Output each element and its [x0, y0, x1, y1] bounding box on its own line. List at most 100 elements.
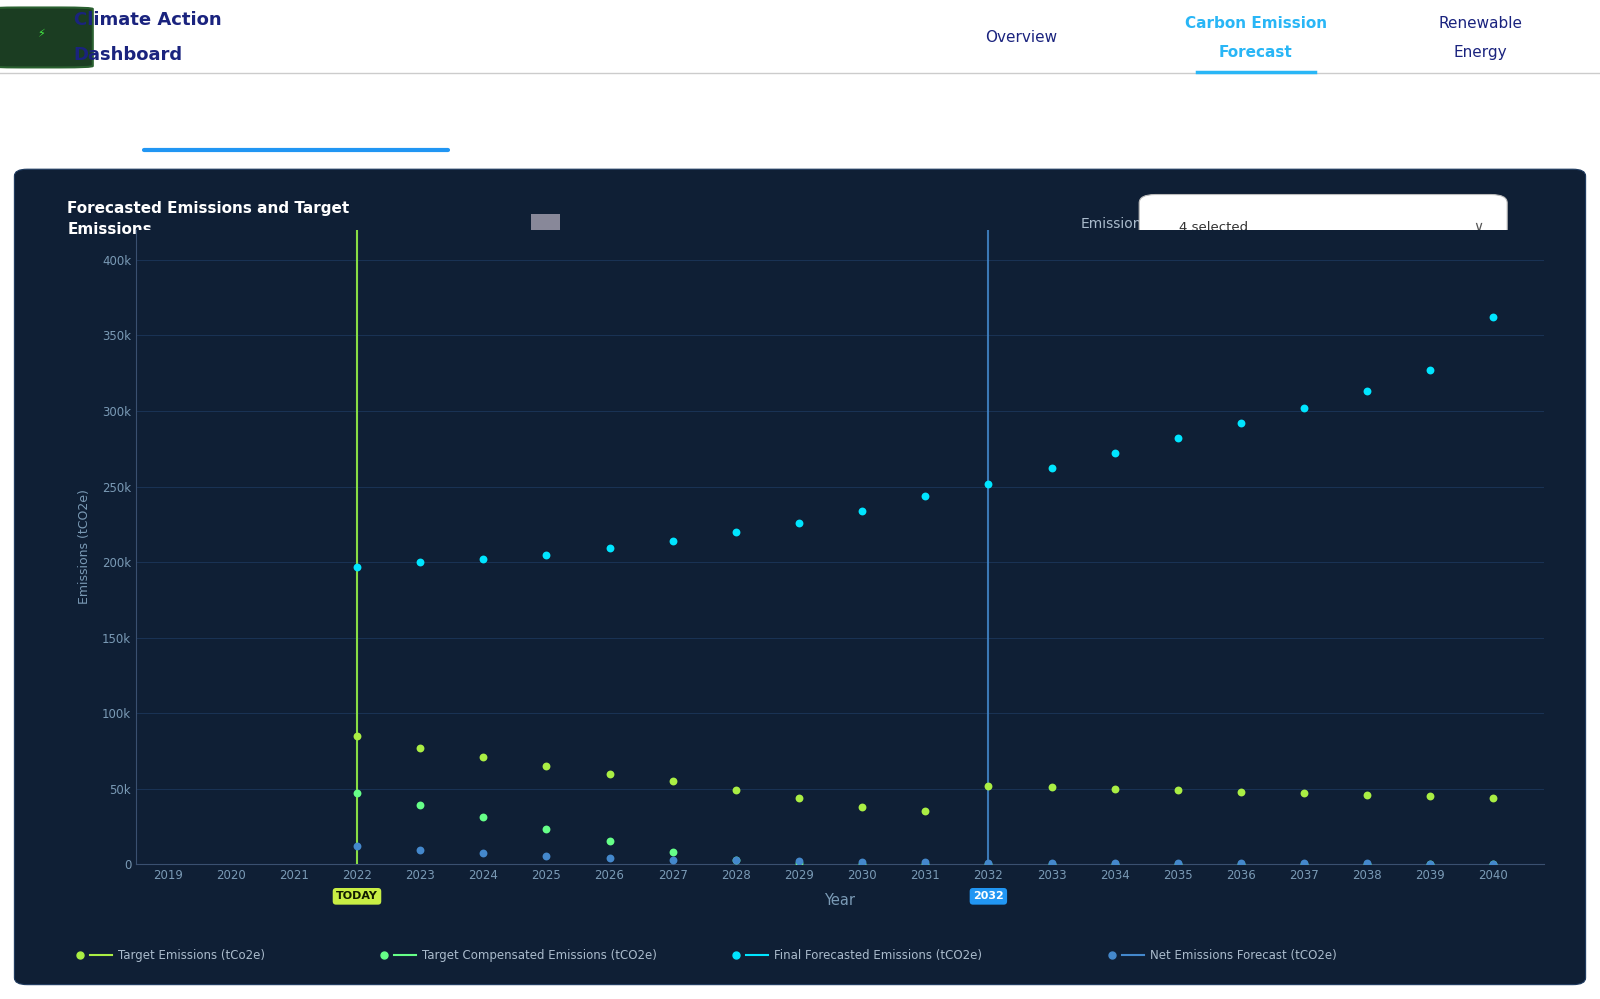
Point: [1102, 855, 1128, 871]
Point: [1418, 855, 1443, 871]
Point: [1480, 789, 1506, 805]
Point: [723, 852, 749, 868]
Text: Final Forecasted Emissions (tCO2e): Final Forecasted Emissions (tCO2e): [774, 949, 982, 962]
Point: [1038, 461, 1064, 477]
FancyBboxPatch shape: [14, 169, 1586, 985]
Point: [1355, 856, 1381, 872]
Text: Scope-wise Emissions: Scope-wise Emissions: [710, 104, 915, 122]
Point: [408, 554, 434, 570]
Point: [1102, 780, 1128, 796]
Point: [786, 789, 811, 805]
Point: [1291, 855, 1317, 871]
Point: [1418, 363, 1443, 379]
Text: TODAY: TODAY: [336, 891, 378, 901]
Text: 4 selected: 4 selected: [1179, 221, 1248, 234]
Text: ⚡: ⚡: [37, 29, 45, 40]
Point: [976, 476, 1002, 492]
Point: [1165, 782, 1190, 798]
Point: [1480, 310, 1506, 326]
Point: [1418, 856, 1443, 872]
Point: [850, 799, 875, 815]
Text: Overall Emissions: Overall Emissions: [213, 104, 379, 122]
Text: Renewable: Renewable: [1438, 16, 1522, 32]
Point: [976, 777, 1002, 793]
Text: Overview: Overview: [984, 30, 1058, 45]
Text: Climate Action: Climate Action: [74, 11, 221, 29]
Point: [912, 854, 938, 870]
Point: [597, 850, 622, 866]
FancyBboxPatch shape: [1139, 195, 1507, 262]
Text: 2032: 2032: [973, 891, 1003, 901]
Point: [344, 558, 370, 574]
Point: [786, 855, 811, 871]
Point: [470, 551, 496, 567]
Point: [723, 523, 749, 539]
Point: [976, 856, 1002, 872]
Point: [1291, 400, 1317, 416]
Point: [1102, 856, 1128, 872]
Point: [408, 797, 434, 813]
Point: [850, 502, 875, 518]
Text: Emission Activity: Emission Activity: [1248, 104, 1408, 122]
Point: [1038, 856, 1064, 872]
Point: [659, 773, 685, 789]
Point: [1229, 416, 1254, 432]
Point: [597, 765, 622, 781]
Point: [1229, 856, 1254, 872]
Text: Carbon Emission: Carbon Emission: [1186, 16, 1326, 32]
Point: [912, 803, 938, 819]
Point: [659, 532, 685, 548]
Y-axis label: Emissions (tCO2e): Emissions (tCO2e): [78, 490, 91, 604]
Point: [1102, 446, 1128, 462]
Point: [470, 749, 496, 765]
Text: Net Emissions Forecast (tCO2e): Net Emissions Forecast (tCO2e): [1150, 949, 1338, 962]
Point: [976, 854, 1002, 870]
Point: [1038, 779, 1064, 795]
Point: [1229, 855, 1254, 871]
Point: [786, 514, 811, 530]
Point: [1165, 855, 1190, 871]
Point: [470, 809, 496, 825]
Text: Forecasted Emissions and Target
Emissions: Forecasted Emissions and Target Emission…: [67, 201, 349, 238]
Point: [786, 853, 811, 869]
Point: [534, 848, 560, 864]
Point: [659, 851, 685, 867]
Point: [534, 821, 560, 837]
Point: [344, 727, 370, 743]
Text: ∨: ∨: [1474, 221, 1483, 235]
Point: [1418, 788, 1443, 804]
Point: [659, 844, 685, 860]
Point: [1165, 856, 1190, 872]
Point: [408, 842, 434, 858]
Point: [912, 856, 938, 872]
Point: [408, 740, 434, 756]
Point: [1355, 786, 1381, 802]
Text: Target Compensated Emissions (tCO2e): Target Compensated Emissions (tCO2e): [422, 949, 658, 962]
FancyBboxPatch shape: [0, 7, 93, 68]
Point: [1038, 855, 1064, 871]
Point: [1291, 856, 1317, 872]
Point: [912, 488, 938, 503]
Text: Forecast: Forecast: [1219, 45, 1293, 60]
Point: [1291, 785, 1317, 801]
Text: Dashboard: Dashboard: [74, 46, 182, 64]
Point: [723, 851, 749, 867]
Point: [723, 782, 749, 798]
Point: [1480, 856, 1506, 872]
Bar: [531, 214, 560, 261]
Point: [1229, 783, 1254, 799]
Text: Emissions: Emissions: [1080, 217, 1149, 231]
X-axis label: Year: Year: [824, 893, 856, 908]
Point: [1480, 856, 1506, 872]
Point: [1355, 855, 1381, 871]
Point: [597, 833, 622, 849]
Text: Target Emissions (tCo2e): Target Emissions (tCo2e): [118, 949, 266, 962]
Point: [597, 540, 622, 556]
Point: [534, 758, 560, 774]
Point: [1355, 384, 1381, 400]
Point: [344, 838, 370, 854]
Point: [344, 785, 370, 801]
Point: [534, 546, 560, 562]
Point: [850, 856, 875, 872]
Point: [1165, 431, 1190, 447]
